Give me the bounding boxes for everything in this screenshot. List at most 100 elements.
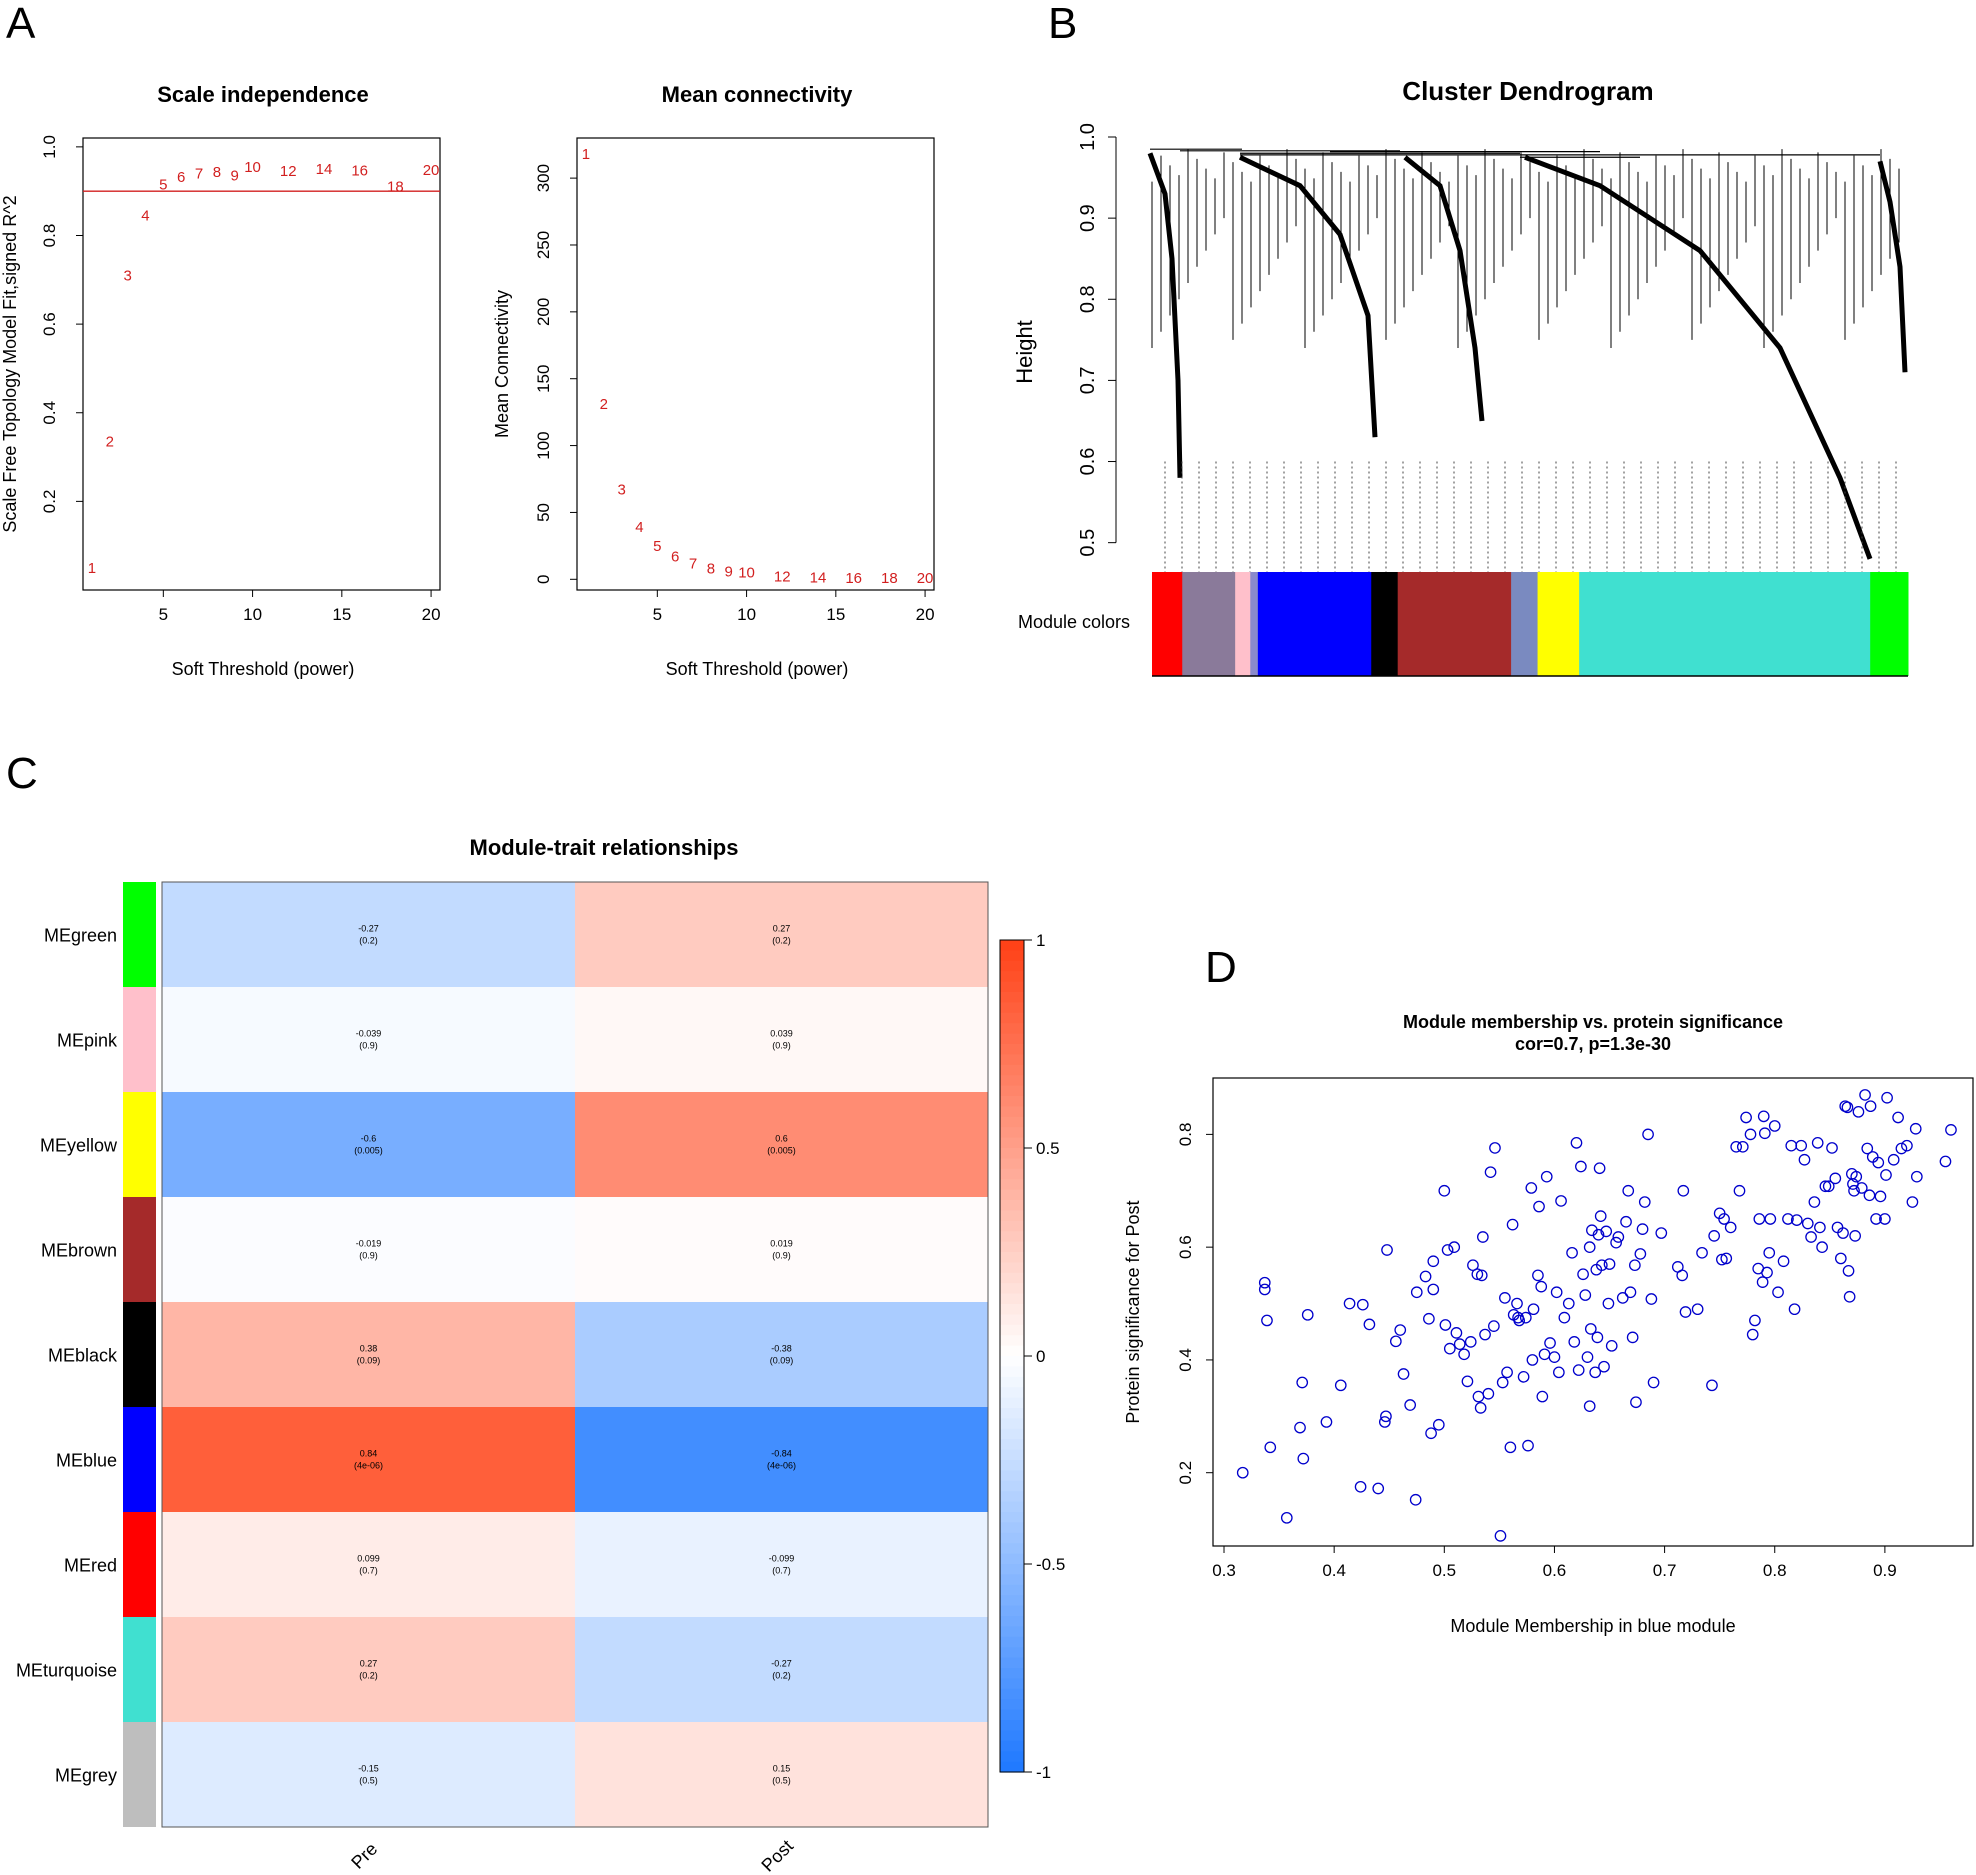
membership-point — [1610, 1236, 1622, 1249]
membership-point — [1763, 1246, 1776, 1259]
heatmap-cell-pvalue: (0.7) — [772, 1566, 791, 1576]
heatmap-cell-pvalue: (0.2) — [772, 1671, 791, 1681]
membership-point — [1638, 1196, 1651, 1208]
membership-point — [1620, 1215, 1632, 1228]
cluster-dendrogram-marks: 0.5 0.6 0.7 0.8 0.9 1.0 — [1077, 123, 1909, 677]
membership-point — [1501, 1366, 1513, 1379]
colorbar-segment — [1000, 1283, 1024, 1295]
membership-point — [1372, 1482, 1385, 1495]
membership-point — [1822, 1180, 1835, 1193]
colorbar-segment — [1000, 1356, 1024, 1367]
colorbar-segment — [1000, 1116, 1024, 1128]
dendrogram-branch — [1147, 152, 1183, 478]
membership-point — [1843, 1290, 1856, 1303]
membership-point — [1756, 1276, 1769, 1288]
membership-point — [1264, 1441, 1277, 1454]
membership-xtick-label: 0.4 — [1322, 1561, 1346, 1580]
colorbar-segment — [1000, 1075, 1024, 1087]
panel-letter-d: D — [1205, 943, 1237, 992]
heatmap-cell-pvalue: (0.2) — [359, 1671, 378, 1681]
colorbar-segment — [1000, 1501, 1024, 1513]
membership-point — [1280, 1511, 1293, 1524]
colorbar-segment — [1000, 992, 1024, 1003]
mean-connectivity-plot-frame — [576, 137, 935, 591]
membership-point — [1910, 1170, 1923, 1183]
membership-point — [1536, 1390, 1549, 1403]
heatmap-cell-pvalue: (4e-06) — [767, 1461, 796, 1471]
colorbar-segment — [1000, 1470, 1024, 1482]
module-colors-label: Module colors — [1018, 612, 1130, 632]
heatmap-cell-correlation: 0.27 — [360, 1659, 378, 1669]
module-color-block — [1152, 572, 1183, 676]
heatmap-cell — [575, 882, 988, 987]
colorbar-segment — [1000, 1522, 1024, 1534]
membership-point — [1594, 1210, 1607, 1222]
module-membership-subtitle: cor=0.7, p=1.3e-30 — [1515, 1034, 1671, 1054]
membership-point — [1343, 1297, 1356, 1310]
module-row-label: MEpink — [57, 1031, 118, 1051]
membership-ytick-label: 0.4 — [1176, 1348, 1195, 1372]
colorbar-tick-label: 0 — [1036, 1347, 1045, 1366]
colorbar-segment — [1000, 940, 1024, 951]
module-trait-heatmap: Module-trait relationships MEgreen -0.27 (… — [16, 835, 1065, 1875]
membership-ytick-label: 0.6 — [1176, 1235, 1195, 1259]
heatmap-cell-pvalue: (0.09) — [770, 1356, 794, 1366]
colorbar-segment — [1000, 1127, 1024, 1139]
membership-point — [1579, 1289, 1592, 1301]
heatmap-cell-correlation: 0.039 — [770, 1029, 793, 1039]
membership-point — [1450, 1327, 1463, 1339]
heatmap-column-label: Pre — [347, 1839, 381, 1873]
heatmap-cell-correlation: 0.84 — [360, 1449, 378, 1459]
membership-point — [1829, 1172, 1842, 1185]
membership-point — [1740, 1111, 1752, 1124]
colorbar-segment — [1000, 971, 1024, 983]
membership-point — [1488, 1320, 1500, 1332]
colorbar-segment — [1000, 1085, 1024, 1097]
mean-connectivity-ytick-label: 50 — [534, 503, 553, 522]
colorbar-segment — [1000, 1189, 1024, 1201]
colorbar-segment — [1000, 1439, 1024, 1451]
colorbar-segment — [1000, 1241, 1024, 1253]
mean-connectivity-xtick-label: 20 — [916, 605, 935, 624]
membership-point — [1356, 1298, 1369, 1311]
heatmap-cell-correlation: 0.019 — [770, 1239, 793, 1249]
module-trait-title: Module-trait relationships — [470, 835, 739, 860]
membership-point — [1522, 1439, 1534, 1452]
membership-point — [1482, 1387, 1495, 1400]
heatmap-cell — [575, 1407, 988, 1512]
colorbar-segment — [1000, 1616, 1024, 1627]
heatmap-cell-correlation: -0.84 — [771, 1449, 792, 1459]
colorbar-segment — [1000, 1304, 1024, 1315]
colorbar-segment — [1000, 1314, 1024, 1326]
module-color-swatch — [123, 1302, 156, 1407]
colorbar-segment — [1000, 1324, 1024, 1336]
colorbar-segment — [1000, 1480, 1024, 1492]
membership-point — [1679, 1306, 1692, 1318]
membership-point — [1605, 1339, 1618, 1352]
mean-connectivity-xtick-label: 10 — [737, 605, 756, 624]
dendrogram-branch — [1403, 155, 1485, 422]
heatmap-cell — [162, 1512, 575, 1617]
scale-independence-point-label: 6 — [177, 169, 185, 186]
membership-point — [1572, 1364, 1585, 1376]
membership-point — [1892, 1111, 1904, 1124]
membership-point — [1859, 1089, 1871, 1101]
membership-point — [1448, 1241, 1461, 1254]
dendrogram-branch — [1524, 154, 1873, 560]
membership-point — [1785, 1139, 1798, 1152]
membership-point — [1489, 1142, 1501, 1154]
scale-independence-xtick-label: 15 — [332, 605, 351, 624]
colorbar-segment — [1000, 1397, 1024, 1409]
scale-independence-point-label: 8 — [213, 164, 221, 181]
module-color-block — [1182, 572, 1236, 676]
heatmap-cell-correlation: -0.27 — [358, 924, 379, 934]
membership-point — [1363, 1318, 1376, 1331]
mean-connectivity-title: Mean connectivity — [662, 82, 853, 107]
heatmap-cell-pvalue: (0.5) — [359, 1776, 378, 1786]
mean-connectivity-ytick-label: 250 — [534, 231, 553, 259]
membership-point — [1261, 1314, 1273, 1327]
membership-point — [1555, 1195, 1567, 1207]
scale-independence-point-label: 14 — [316, 161, 333, 178]
heatmap-cell — [575, 1722, 988, 1827]
